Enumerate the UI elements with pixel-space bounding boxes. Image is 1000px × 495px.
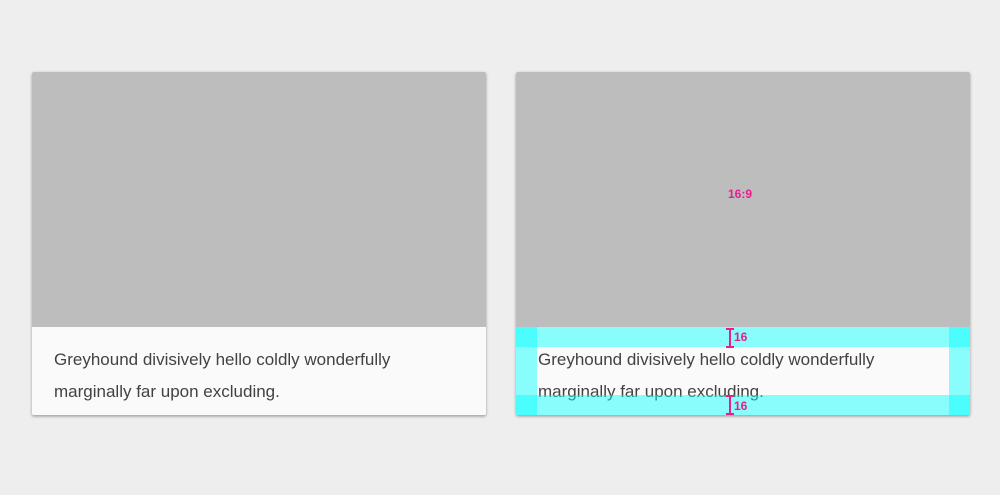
bottom-padding-keyline xyxy=(516,395,970,415)
measure-cap xyxy=(726,346,734,348)
bottom-padding-label: 16 xyxy=(734,399,748,413)
right-padding-keyline xyxy=(949,327,970,415)
card-media xyxy=(516,72,970,327)
top-measure-line xyxy=(729,328,731,348)
card-example: Greyhound divisively hello coldly wonder… xyxy=(32,72,486,415)
top-padding-keyline xyxy=(516,327,970,347)
bottom-measure-line xyxy=(729,395,731,415)
left-padding-keyline xyxy=(516,327,537,415)
card-media xyxy=(32,72,486,327)
measure-cap xyxy=(726,395,734,397)
measure-cap xyxy=(726,413,734,415)
aspect-ratio-label: 16:9 xyxy=(728,187,753,201)
card-body-text: Greyhound divisively hello coldly wonder… xyxy=(538,350,875,401)
measure-cap xyxy=(726,328,734,330)
top-padding-label: 16 xyxy=(734,330,748,344)
card-body-text: Greyhound divisively hello coldly wonder… xyxy=(54,350,391,401)
card-annotated: 16:9 Greyhound divisively hello coldly w… xyxy=(516,72,970,415)
